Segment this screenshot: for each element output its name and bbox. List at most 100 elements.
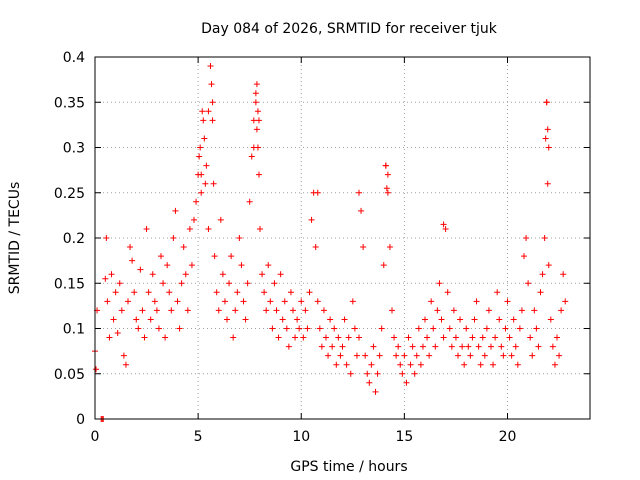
data-point [442, 225, 449, 232]
data-point [129, 257, 136, 264]
data-point [205, 225, 212, 232]
data-point [543, 99, 550, 106]
data-point [314, 189, 321, 196]
data-point [93, 366, 100, 373]
data-point [372, 388, 379, 395]
data-point [287, 289, 294, 296]
data-point [255, 171, 262, 178]
data-point [413, 352, 420, 359]
data-point [304, 325, 311, 332]
data-point [558, 307, 565, 314]
data-point [125, 298, 131, 305]
data-point [221, 298, 228, 305]
data-point [269, 325, 276, 332]
data-point [331, 325, 338, 332]
data-point [455, 352, 461, 359]
data-point [471, 316, 478, 323]
data-point [500, 352, 507, 359]
data-point [210, 180, 217, 187]
data-point [122, 361, 129, 368]
data-point [452, 334, 459, 341]
data-point [380, 262, 387, 269]
data-point [545, 262, 552, 269]
data-point [198, 189, 205, 196]
data-point [440, 334, 447, 341]
data-point [149, 271, 156, 278]
data-point [131, 289, 138, 296]
data-point [535, 343, 542, 350]
data-point [343, 361, 350, 368]
data-point [281, 298, 288, 305]
data-point [240, 298, 247, 305]
data-point [419, 343, 426, 350]
data-point [200, 117, 207, 124]
data-point [320, 307, 327, 314]
data-point [102, 275, 109, 282]
data-point [347, 370, 354, 377]
data-point [358, 207, 365, 214]
data-point [174, 298, 181, 305]
x-tick-label: 15 [395, 429, 413, 445]
data-point [349, 298, 356, 305]
data-point [193, 198, 200, 205]
data-point [395, 343, 402, 350]
data-point [337, 352, 344, 359]
data-point [300, 334, 307, 341]
data-point [430, 325, 437, 332]
data-point [203, 162, 210, 169]
data-point [103, 235, 110, 241]
data-point [362, 352, 369, 359]
data-point [267, 298, 274, 305]
data-point [250, 117, 257, 124]
data-point [549, 343, 556, 350]
data-point [368, 361, 375, 368]
data-point [170, 235, 177, 241]
data-point [382, 162, 389, 169]
x-tick-label: 5 [194, 429, 203, 445]
data-point [168, 307, 175, 314]
data-point [234, 289, 241, 296]
data-point [403, 379, 410, 386]
data-point [228, 253, 235, 260]
data-point [554, 334, 560, 341]
data-point [438, 316, 445, 323]
data-point [494, 289, 501, 296]
data-point [327, 316, 334, 323]
data-point [205, 108, 212, 115]
data-point [238, 262, 245, 269]
chart-title: Day 084 of 2026, SRMTID for receiver tju… [201, 21, 498, 37]
data-point [166, 289, 173, 296]
data-point [298, 298, 305, 305]
data-point [248, 153, 255, 160]
data-point [242, 316, 249, 323]
data-point [290, 307, 296, 314]
data-point [428, 298, 435, 305]
data-point [508, 352, 515, 359]
data-point [178, 280, 185, 287]
data-point [405, 334, 412, 341]
data-point [525, 280, 532, 287]
data-point [510, 316, 517, 323]
data-point [415, 325, 422, 332]
data-point [191, 216, 197, 223]
data-point [114, 330, 121, 337]
x-axis-label: GPS time / hours [290, 459, 407, 475]
y-tick-labels: 0 0.05 0.1 0.15 0.2 0.25 0.3 0.35 0.4 [54, 50, 85, 428]
data-point [551, 361, 558, 368]
data-point [219, 271, 226, 278]
data-point [356, 189, 362, 196]
data-point [197, 144, 204, 151]
data-point [457, 316, 464, 323]
y-tick-label: 0.05 [54, 367, 85, 383]
data-point [353, 352, 360, 359]
data-point [133, 316, 140, 323]
data-point [127, 244, 134, 251]
data-point [259, 271, 266, 278]
data-point [263, 307, 270, 314]
data-point [339, 343, 346, 350]
data-point [160, 280, 167, 287]
data-point [506, 334, 513, 341]
data-point [542, 135, 549, 142]
data-point [208, 81, 215, 88]
data-point [246, 198, 253, 205]
